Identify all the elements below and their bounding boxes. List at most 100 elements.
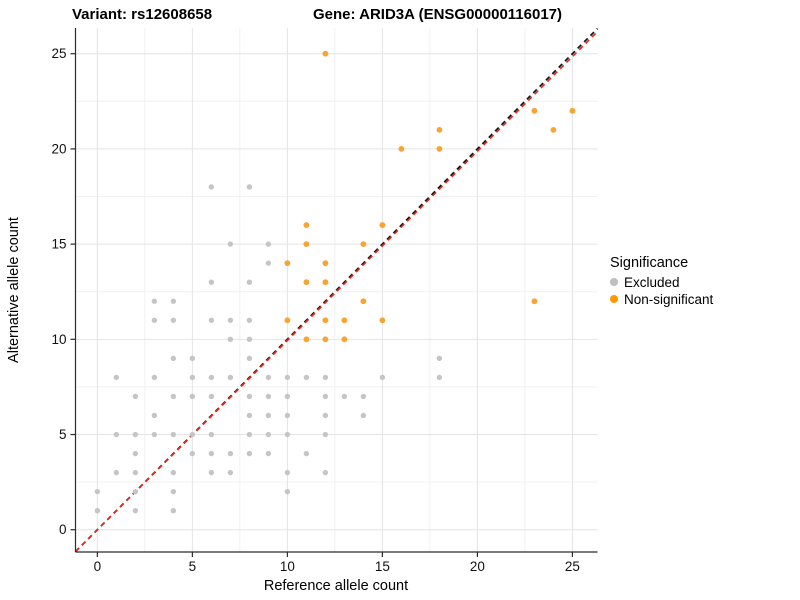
data-point-excluded [170,355,177,362]
data-point-excluded [246,184,253,190]
data-point-excluded [246,431,253,438]
y-tick-label: 5 [59,427,67,442]
data-point-excluded [284,412,291,419]
data-point-excluded [170,317,177,323]
data-point-excluded [170,507,177,514]
data-point-non-significant [303,279,310,286]
data-point-excluded [113,469,120,476]
data-point-non-significant [341,317,348,324]
data-point-excluded [132,488,139,495]
reference-line-fit [74,30,599,553]
data-point-excluded [208,279,215,285]
data-point-excluded [265,393,272,400]
reference-line-identity [74,27,599,553]
x-tick-label: 5 [189,559,197,574]
data-point-excluded [189,374,196,381]
nonsignificant-dot-icon [610,295,618,303]
data-point-non-significant [284,260,291,267]
data-point-non-significant [550,126,557,133]
data-point-excluded [303,374,310,381]
data-point-excluded [227,241,234,247]
data-point-non-significant [322,336,329,343]
y-tick-label: 10 [51,332,66,347]
data-point-excluded [170,393,177,400]
data-point-excluded [436,374,443,381]
data-point-non-significant [303,336,310,343]
data-point-excluded [265,241,272,247]
data-point-excluded [322,412,329,419]
data-point-excluded [208,450,215,457]
data-point-non-significant [379,317,386,324]
data-point-non-significant [322,279,329,286]
y-tick-label: 25 [51,46,66,61]
data-point-excluded [360,393,367,400]
data-point-non-significant [322,317,329,324]
data-point-excluded [379,374,386,381]
legend: Significance Excluded Non-significant [610,255,713,307]
variant-title: Variant: rs12608658 [72,6,213,23]
data-point-excluded [132,431,139,438]
data-point-non-significant [303,241,310,248]
data-point-excluded [246,317,253,323]
data-point-excluded [227,317,234,323]
data-point-excluded [265,260,272,266]
legend-title: Significance [610,255,689,271]
data-point-excluded [151,412,158,419]
data-point-excluded [170,298,177,304]
data-point-excluded [113,431,120,438]
x-tick-label: 10 [280,559,295,574]
data-point-excluded [151,317,158,323]
x-tick-label: 0 [94,559,102,574]
data-point-non-significant [284,317,291,324]
data-point-non-significant [360,298,367,305]
data-point-excluded [265,374,272,381]
data-point-excluded [208,374,215,381]
data-point-excluded [227,450,234,457]
y-tick-label: 15 [51,237,66,252]
data-point-excluded [322,431,329,438]
data-point-non-significant [531,107,538,114]
x-tick-label: 25 [565,559,580,574]
data-point-non-significant [569,107,576,114]
data-point-excluded [360,412,367,419]
data-point-excluded [132,393,139,400]
data-point-excluded [151,374,158,381]
data-point-excluded [246,279,253,285]
data-point-excluded [94,488,101,495]
data-point-excluded [208,469,215,476]
data-point-excluded [113,374,120,381]
data-point-excluded [322,393,329,400]
data-point-excluded [189,393,196,400]
data-point-excluded [246,393,253,400]
data-point-non-significant [436,146,443,152]
data-point-excluded [227,374,234,381]
data-point-excluded [208,317,215,323]
data-point-non-significant [322,50,329,57]
data-point-excluded [341,393,348,400]
data-point-excluded [246,336,253,343]
data-point-non-significant [322,260,329,267]
data-point-non-significant [531,298,538,305]
data-point-excluded [132,469,139,476]
data-point-excluded [265,450,272,457]
data-point-excluded [170,469,177,476]
data-point-non-significant [341,336,348,343]
data-point-excluded [284,488,291,495]
legend-item-nonsignificant: Non-significant [610,291,713,307]
data-point-excluded [132,507,139,514]
data-point-excluded [189,450,196,457]
data-point-excluded [208,393,215,400]
x-tick-label: 15 [375,559,390,574]
legend-item-label: Non-significant [624,291,714,307]
data-point-excluded [284,469,291,476]
data-point-excluded [322,469,329,476]
data-point-non-significant [436,126,443,133]
data-point-excluded [189,355,196,362]
data-point-non-significant [360,241,367,248]
data-point-excluded [303,450,310,457]
gene-title: Gene: ARID3A (ENSG00000116017) [313,6,563,23]
data-point-excluded [227,469,234,476]
data-point-excluded [151,431,158,438]
